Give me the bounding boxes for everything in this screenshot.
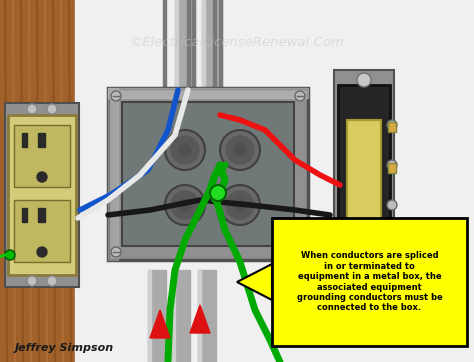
Bar	[388, 163, 396, 173]
Circle shape	[387, 230, 397, 240]
Circle shape	[47, 104, 57, 114]
Bar	[14, 125, 70, 187]
Bar	[163, 0, 166, 92]
Bar	[38, 133, 45, 147]
Circle shape	[179, 199, 191, 211]
Bar	[14, 200, 70, 262]
Circle shape	[47, 276, 57, 286]
Circle shape	[234, 199, 246, 211]
Bar	[108, 88, 308, 260]
Text: ©ElectricalLicenseRenewal.Com: ©ElectricalLicenseRenewal.Com	[129, 35, 345, 49]
Circle shape	[357, 258, 371, 272]
Circle shape	[37, 172, 47, 182]
Bar	[108, 88, 308, 98]
Circle shape	[165, 185, 205, 225]
Bar	[22, 133, 27, 147]
Text: When conductors are spliced
in or terminated to
equipment in a metal box, the
as: When conductors are spliced in or termin…	[297, 252, 442, 312]
Bar	[198, 270, 201, 362]
Circle shape	[111, 91, 121, 101]
Bar	[202, 0, 222, 110]
Circle shape	[171, 136, 199, 164]
Circle shape	[220, 130, 260, 170]
Bar	[338, 85, 390, 260]
Bar	[22, 208, 27, 222]
Bar	[213, 0, 216, 92]
Circle shape	[165, 130, 205, 170]
Circle shape	[220, 185, 260, 225]
Circle shape	[357, 73, 371, 87]
Circle shape	[37, 247, 47, 257]
Bar	[75, 0, 474, 362]
Circle shape	[171, 191, 199, 219]
Bar	[5, 103, 79, 287]
Bar	[219, 0, 222, 110]
Bar	[388, 122, 396, 132]
Bar	[0, 0, 75, 362]
Bar	[175, 0, 195, 110]
Bar	[198, 270, 216, 362]
Bar	[334, 70, 394, 275]
Circle shape	[27, 276, 37, 286]
Bar	[8, 115, 76, 275]
Bar	[192, 0, 195, 110]
Circle shape	[295, 91, 305, 101]
Circle shape	[111, 247, 121, 257]
Bar	[38, 208, 45, 222]
Circle shape	[5, 250, 15, 260]
Polygon shape	[150, 310, 170, 338]
Circle shape	[226, 191, 254, 219]
Circle shape	[234, 144, 246, 156]
Circle shape	[226, 136, 254, 164]
Circle shape	[27, 104, 37, 114]
Circle shape	[179, 144, 191, 156]
Polygon shape	[237, 264, 272, 300]
Circle shape	[387, 120, 397, 130]
Bar	[148, 270, 166, 362]
Bar	[172, 270, 175, 362]
Bar	[148, 270, 151, 362]
Polygon shape	[190, 305, 210, 333]
Bar	[347, 120, 381, 225]
Text: Jeffrey Simpson: Jeffrey Simpson	[15, 343, 114, 353]
Bar	[175, 0, 178, 110]
Bar	[108, 88, 118, 260]
Circle shape	[387, 160, 397, 170]
Bar	[122, 102, 294, 246]
Bar	[172, 270, 190, 362]
Bar	[187, 0, 190, 92]
Bar	[272, 218, 467, 346]
Circle shape	[295, 247, 305, 257]
Bar	[202, 0, 205, 110]
Circle shape	[387, 200, 397, 210]
Circle shape	[210, 185, 226, 201]
